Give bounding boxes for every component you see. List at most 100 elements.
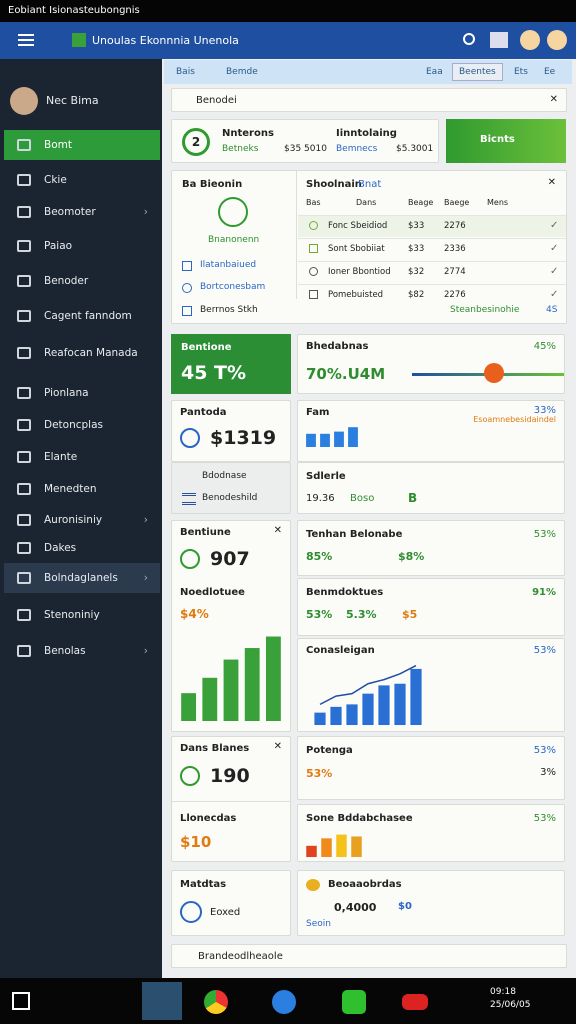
value: $35 5010	[284, 144, 327, 154]
menu-label: Reafocan Manada	[44, 347, 138, 359]
chevron: ›	[143, 572, 148, 584]
printer-icon[interactable]	[490, 32, 508, 48]
app-icon[interactable]	[204, 990, 228, 1014]
menu-item[interactable]: Auronisiniy ›	[4, 505, 160, 535]
crumb[interactable]: Bemde	[226, 67, 258, 77]
link[interactable]: Steanbesinohie	[450, 305, 520, 315]
app-header: Unoulas Ekonnnia Unenola	[0, 22, 576, 59]
avatar[interactable]	[547, 30, 567, 50]
close-icon[interactable]: ✕	[547, 177, 556, 188]
summary: 2 Nnterons Betneks $35 5010 Iinntolaing …	[171, 119, 439, 163]
link[interactable]: 4S	[546, 305, 558, 315]
search-box[interactable]: Benodei ✕	[171, 88, 567, 112]
crumb[interactable]: Bais	[176, 67, 195, 77]
checkbox[interactable]	[182, 261, 192, 271]
tab[interactable]: Beentes	[452, 63, 503, 81]
menu-item[interactable]: Menedten	[4, 474, 160, 504]
menu-icon	[17, 310, 31, 322]
menu-icon	[17, 387, 31, 399]
app-icon[interactable]	[342, 990, 366, 1014]
close-icon[interactable]: ✕	[273, 741, 282, 752]
bar	[378, 685, 390, 725]
card-value: 53%	[306, 767, 333, 780]
menu-label: Elante	[44, 451, 78, 463]
menu-label: Beomoter	[44, 206, 96, 218]
checkbox[interactable]	[182, 306, 192, 316]
menu-item[interactable]: Dakes	[4, 533, 160, 563]
column-header: Beage	[408, 198, 434, 207]
menu-item[interactable]: Beomoter ›	[4, 197, 160, 227]
menu-item[interactable]: Cagent fanndom	[4, 301, 160, 331]
divider	[296, 171, 297, 299]
menu-item[interactable]: Pionlana	[4, 378, 160, 408]
bar	[351, 836, 362, 857]
menu-item[interactable]: Benolas ›	[4, 636, 160, 666]
tab[interactable]: Eaa	[426, 67, 443, 77]
row-action: ✓	[550, 289, 559, 300]
menu-icon	[17, 609, 31, 621]
kpi-value: $1319	[210, 427, 277, 449]
row-action: ✓	[550, 266, 559, 277]
card-value: Eoxed	[210, 907, 241, 918]
kpi-card: Dans Blanes ✕ 190 Llonecdas $10	[171, 736, 291, 862]
row-action: ✓	[550, 243, 559, 254]
user-name: Nec Bima	[46, 94, 99, 107]
chart-card: Bentiune ✕ 907 Noedlotuee $4%	[171, 520, 291, 732]
app-icon[interactable]	[272, 990, 296, 1014]
row-check	[309, 221, 318, 230]
card-link[interactable]: Seoin	[306, 919, 331, 929]
card-title: Fam	[306, 407, 330, 418]
menu-label: Pionlana	[44, 387, 89, 399]
column-header: Dans	[356, 198, 377, 207]
action-button[interactable]: Bicnts	[446, 119, 566, 163]
card-sub-value: $4%	[180, 607, 209, 621]
card-pct: 53%	[533, 813, 556, 824]
table-row	[298, 215, 566, 237]
close-icon[interactable]: ✕	[273, 525, 282, 536]
menu-item[interactable]: Paiao	[4, 231, 160, 261]
radio[interactable]	[182, 283, 192, 293]
cell: 2276	[444, 290, 466, 300]
list-card: Bdodnase Benodeshild	[171, 462, 291, 514]
app-icon[interactable]	[402, 994, 428, 1010]
start-button[interactable]	[12, 992, 30, 1010]
bar	[336, 834, 347, 857]
clock-time: 09:18	[490, 987, 516, 997]
bottom-search[interactable]: Brandeodlheaole	[171, 944, 567, 968]
label: Bemnecs	[336, 144, 378, 154]
menu-item[interactable]: Bolndaglanels ›	[4, 563, 160, 593]
search-icon[interactable]	[463, 33, 475, 45]
sidebar: Nec Bima Bomt Ckie Beomoter › Paiao Benoder Ca…	[0, 59, 162, 978]
card-pct: 45%	[533, 341, 556, 352]
bar	[348, 427, 358, 447]
menu-icon	[17, 347, 31, 359]
menu-item[interactable]: Elante	[4, 442, 160, 472]
menu-item[interactable]: Reafocan Manada	[4, 338, 160, 368]
column-header: Bas	[306, 198, 321, 207]
menu-button[interactable]	[18, 34, 34, 46]
avatar[interactable]	[520, 30, 540, 50]
tab[interactable]: Ets	[514, 67, 528, 77]
card-title: Dans Blanes	[180, 743, 250, 754]
kpi-card: Bentione 45 T%	[171, 334, 291, 394]
app-icon[interactable]	[142, 982, 182, 1020]
bar	[346, 704, 358, 725]
tab[interactable]: Ee	[544, 67, 556, 77]
menu-item[interactable]: Ckie	[4, 165, 160, 195]
kpi-card: Beoaaobrdas 0,4000 $0 Seoin	[297, 870, 565, 936]
link[interactable]: Bnat	[358, 179, 382, 190]
menu-item[interactable]: Bomt	[4, 130, 160, 160]
cell: $33	[408, 244, 425, 254]
menu-item[interactable]: Benoder	[4, 266, 160, 296]
menu-item[interactable]: Detoncplas	[4, 410, 160, 440]
menu-item[interactable]: Stenoniniy	[4, 600, 160, 630]
kpi-card: Benmdoktues 53% 5.3% $5 91%	[297, 578, 565, 636]
search-placeholder: Benodei	[196, 95, 237, 106]
kpi-title: Pantoda	[180, 407, 227, 418]
cell: $33	[408, 221, 425, 231]
search-placeholder: Brandeodlheaole	[198, 951, 283, 962]
menu-label: Detoncplas	[44, 419, 104, 431]
clear-icon[interactable]: ✕	[549, 94, 558, 105]
icon	[218, 197, 248, 227]
